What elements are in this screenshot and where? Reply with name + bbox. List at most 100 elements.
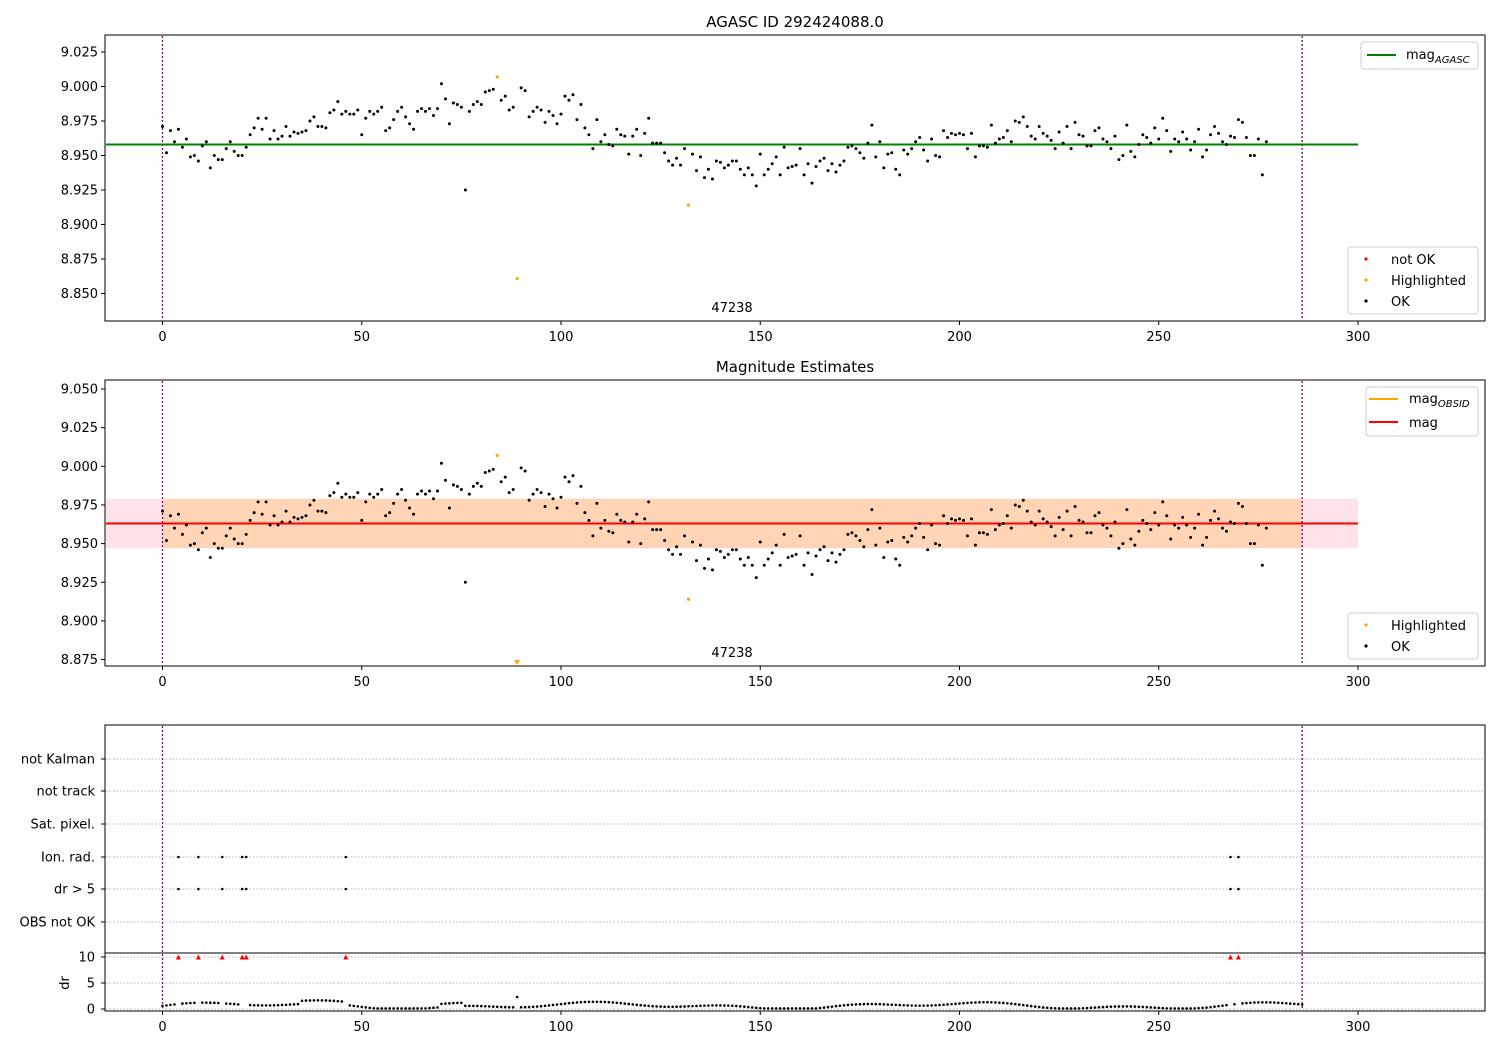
panel1-ok-point (1093, 129, 1097, 133)
dr-point (340, 1000, 344, 1003)
dr-point (814, 1007, 818, 1010)
panel1-ok-point (439, 82, 443, 86)
dr-point (476, 1004, 479, 1008)
panel2-ok-point (256, 500, 260, 504)
legend-mag-label: mag (1409, 416, 1438, 431)
panel1-ok-point (168, 129, 172, 133)
panel2-ok-point (232, 537, 236, 541)
panel1-ok-point (1041, 131, 1045, 135)
panel1-ok-point (722, 166, 726, 170)
panel2-ok-point (268, 523, 272, 527)
panel2-ytick-label: 8.875 (61, 653, 98, 668)
dr-point (591, 1000, 595, 1004)
dr-point (1300, 1003, 1304, 1006)
panel1-ok-point (754, 184, 758, 188)
dr-point (460, 1001, 463, 1005)
panel1-ok-point (1021, 115, 1025, 119)
panel2-xtick-label: 150 (748, 675, 773, 690)
panel1-highlighted-point (495, 75, 499, 79)
panel1-ok-point (404, 115, 408, 119)
dr-point (663, 1005, 666, 1008)
dr-point (1141, 1005, 1145, 1009)
dr-point (954, 1002, 957, 1006)
panel1-ok-point (184, 137, 188, 141)
dr-point (818, 1006, 822, 1010)
panel1-ok-point (878, 140, 882, 144)
dr-point (1057, 1007, 1061, 1010)
dr-point (464, 1004, 467, 1008)
panel1-ok-point (814, 165, 818, 169)
panel1-ok-point (1217, 131, 1221, 135)
panel2-ok-point (918, 522, 922, 526)
dr-ylabel: dr (58, 976, 73, 990)
dr-point (639, 1003, 642, 1007)
panel1-highlighted-point (515, 276, 519, 280)
panel1-ok-point (1089, 144, 1093, 148)
dr-point (1205, 1006, 1208, 1009)
dr-point (1017, 1003, 1021, 1006)
panel1-legend-upper-box (1360, 41, 1479, 70)
dr-point (1265, 1001, 1268, 1004)
dr-point (472, 1004, 475, 1008)
panel2-ok-point (312, 498, 316, 502)
panel2-ytick-label: 9.050 (61, 383, 98, 398)
panel2-ok-point (870, 508, 874, 512)
panel1-ok-point (1133, 155, 1137, 159)
panel1-ok-point (830, 162, 834, 166)
panel1-ok-point (942, 129, 946, 133)
panel2-ok-point (188, 543, 192, 547)
panel2-ok-point (766, 557, 770, 561)
dr-point (1113, 1005, 1117, 1008)
panel1-ok-point (503, 94, 507, 98)
panel2-ok-point (567, 480, 571, 484)
panel1-ok-point (324, 126, 328, 130)
panel2-ok-point (746, 556, 750, 560)
panel1-ok-point (471, 102, 475, 106)
dr-point (599, 1000, 603, 1004)
panel2-ok-point (184, 523, 188, 527)
panel1-ok-point (1101, 137, 1105, 141)
dr-point (332, 999, 336, 1003)
panel2-ok-point (710, 568, 714, 572)
panel1-ok-point (244, 145, 248, 149)
dr-point (611, 1001, 615, 1004)
panel2-ok-point (1113, 520, 1117, 524)
panel2-ok-point (1109, 534, 1113, 538)
panel2-ok-point (1125, 508, 1129, 512)
dr-point (647, 1004, 650, 1008)
dr-point (707, 1004, 710, 1007)
panel2-ok-point (1181, 515, 1185, 519)
panel1-ok-point (758, 152, 762, 156)
panel2-ok-point (1017, 504, 1021, 508)
panel1-ok-point (204, 140, 208, 144)
panel1-ok-point (164, 151, 168, 155)
dr-point (754, 1006, 758, 1010)
dr-point (802, 1007, 806, 1010)
panel1-ok-point (818, 159, 822, 163)
dr-point (364, 1006, 368, 1009)
panel2-ok-point (1224, 529, 1228, 533)
dr-point (567, 1001, 571, 1005)
dr-point (360, 1005, 364, 1009)
panel2-ok-point (989, 508, 993, 512)
panel2-ok-point (1173, 523, 1177, 527)
panel1-ok-point (1017, 120, 1021, 124)
panel2-ok-point (1129, 537, 1133, 541)
dr-point (1245, 1001, 1248, 1005)
dr-point (1193, 1007, 1196, 1010)
panel1-ok-point (1213, 125, 1217, 129)
panel1-ok-point (511, 105, 515, 109)
dr-point (643, 1004, 646, 1007)
dr-point (1105, 1005, 1109, 1009)
panel1-ok-point (1185, 137, 1189, 141)
dr-point (914, 1004, 917, 1007)
panel1-ok-point (1009, 140, 1013, 144)
panel2-ok-point (296, 517, 300, 521)
panel1-ok-point (1157, 137, 1161, 141)
panel2-ok-point (435, 489, 439, 493)
panel1-ok-point (364, 116, 368, 120)
panel1-ok-point (950, 131, 954, 135)
panel1-ok-point (599, 140, 603, 144)
flag-point (244, 855, 248, 859)
panel1-ok-point (224, 147, 228, 151)
